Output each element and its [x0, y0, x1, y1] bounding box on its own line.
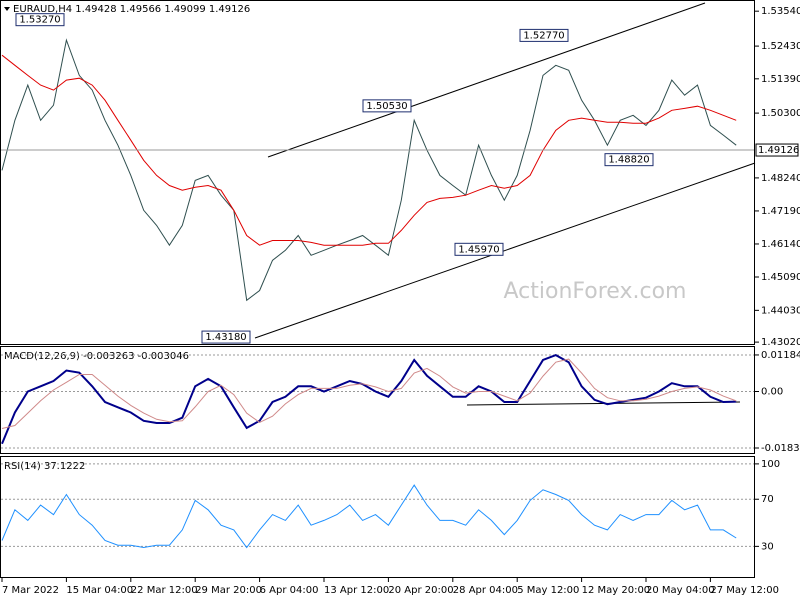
annotation-box [519, 28, 569, 42]
x-tick-label: 29 Mar 20:00 [195, 585, 262, 596]
annotation-box [15, 13, 65, 27]
y-tick-label: 1.53540 [761, 6, 800, 17]
annotation-label: 1.53270 [19, 15, 60, 26]
menu-arrow [4, 7, 10, 11]
x-tick-label: 20 May 04:00 [646, 585, 715, 596]
y-tick-label: 1.46140 [761, 239, 800, 250]
y-tick-label: 70 [761, 494, 774, 505]
main-panel [0, 0, 755, 345]
series-line [1, 38, 737, 302]
channel-upper [267, 2, 706, 158]
y-tick-label: 1.44030 [761, 305, 800, 316]
y-tick-label: 1.45090 [761, 272, 800, 283]
annotation-label: 1.43180 [205, 332, 246, 343]
y-tick-label: 1.48240 [761, 173, 800, 184]
x-tick-label: 27 May 12:00 [710, 585, 779, 596]
macd-panel [0, 346, 755, 454]
y-tick-label: 1.51390 [761, 74, 800, 85]
y-tick-label: 1.43020 [761, 337, 800, 348]
y-tick-label: 100 [761, 459, 780, 470]
x-tick-label: 7 Mar 2022 [2, 585, 59, 596]
channel-lower [254, 162, 756, 339]
y-tick-label: 1.47190 [761, 206, 800, 217]
y-tick-label: 0.00 [761, 387, 783, 398]
macd-title: MACD(12,26,9) -0.003263 -0.003046 [4, 351, 189, 362]
x-tick-label: 28 Apr 04:00 [453, 585, 518, 596]
rsi-title: RSI(14) 37.1222 [4, 461, 85, 472]
annotation-label: 1.50530 [366, 101, 407, 112]
rsi-panel [0, 456, 755, 578]
annotation-box [604, 153, 654, 167]
annotation-label: 1.45970 [458, 244, 499, 255]
annotation-box [454, 242, 504, 256]
annotation-box [362, 99, 412, 113]
main-title: EURAUD,H4 1.49428 1.49566 1.49099 1.4912… [13, 4, 250, 15]
annotation-label: 1.52770 [523, 30, 564, 41]
watermark: ActionForex.com [504, 279, 687, 304]
y-tick-label: 1.52430 [761, 41, 800, 52]
series-line [1, 358, 737, 429]
x-tick-label: 5 May 12:00 [517, 585, 579, 596]
y-tick-label: 30 [761, 541, 774, 552]
series-line [1, 354, 737, 445]
series-line [1, 484, 737, 549]
x-tick-label: 6 Apr 04:00 [260, 585, 319, 596]
annotation-box [201, 330, 251, 344]
x-tick-label: 15 Mar 04:00 [66, 585, 133, 596]
x-tick-label: 12 May 20:00 [582, 585, 651, 596]
y-tick-label: 1.50300 [761, 108, 800, 119]
last-price-box [755, 143, 799, 157]
x-tick-label: 20 Apr 20:00 [388, 585, 453, 596]
x-tick-label: 13 Apr 12:00 [324, 585, 389, 596]
y-tick-label: -0.018308 [761, 443, 800, 454]
annotation-label: 1.48820 [608, 155, 649, 166]
last-price-label: 1.49126 [758, 145, 799, 156]
series-line [1, 54, 737, 246]
y-tick-label: 0.011846 [761, 350, 800, 361]
x-tick-label: 22 Mar 12:00 [131, 585, 198, 596]
